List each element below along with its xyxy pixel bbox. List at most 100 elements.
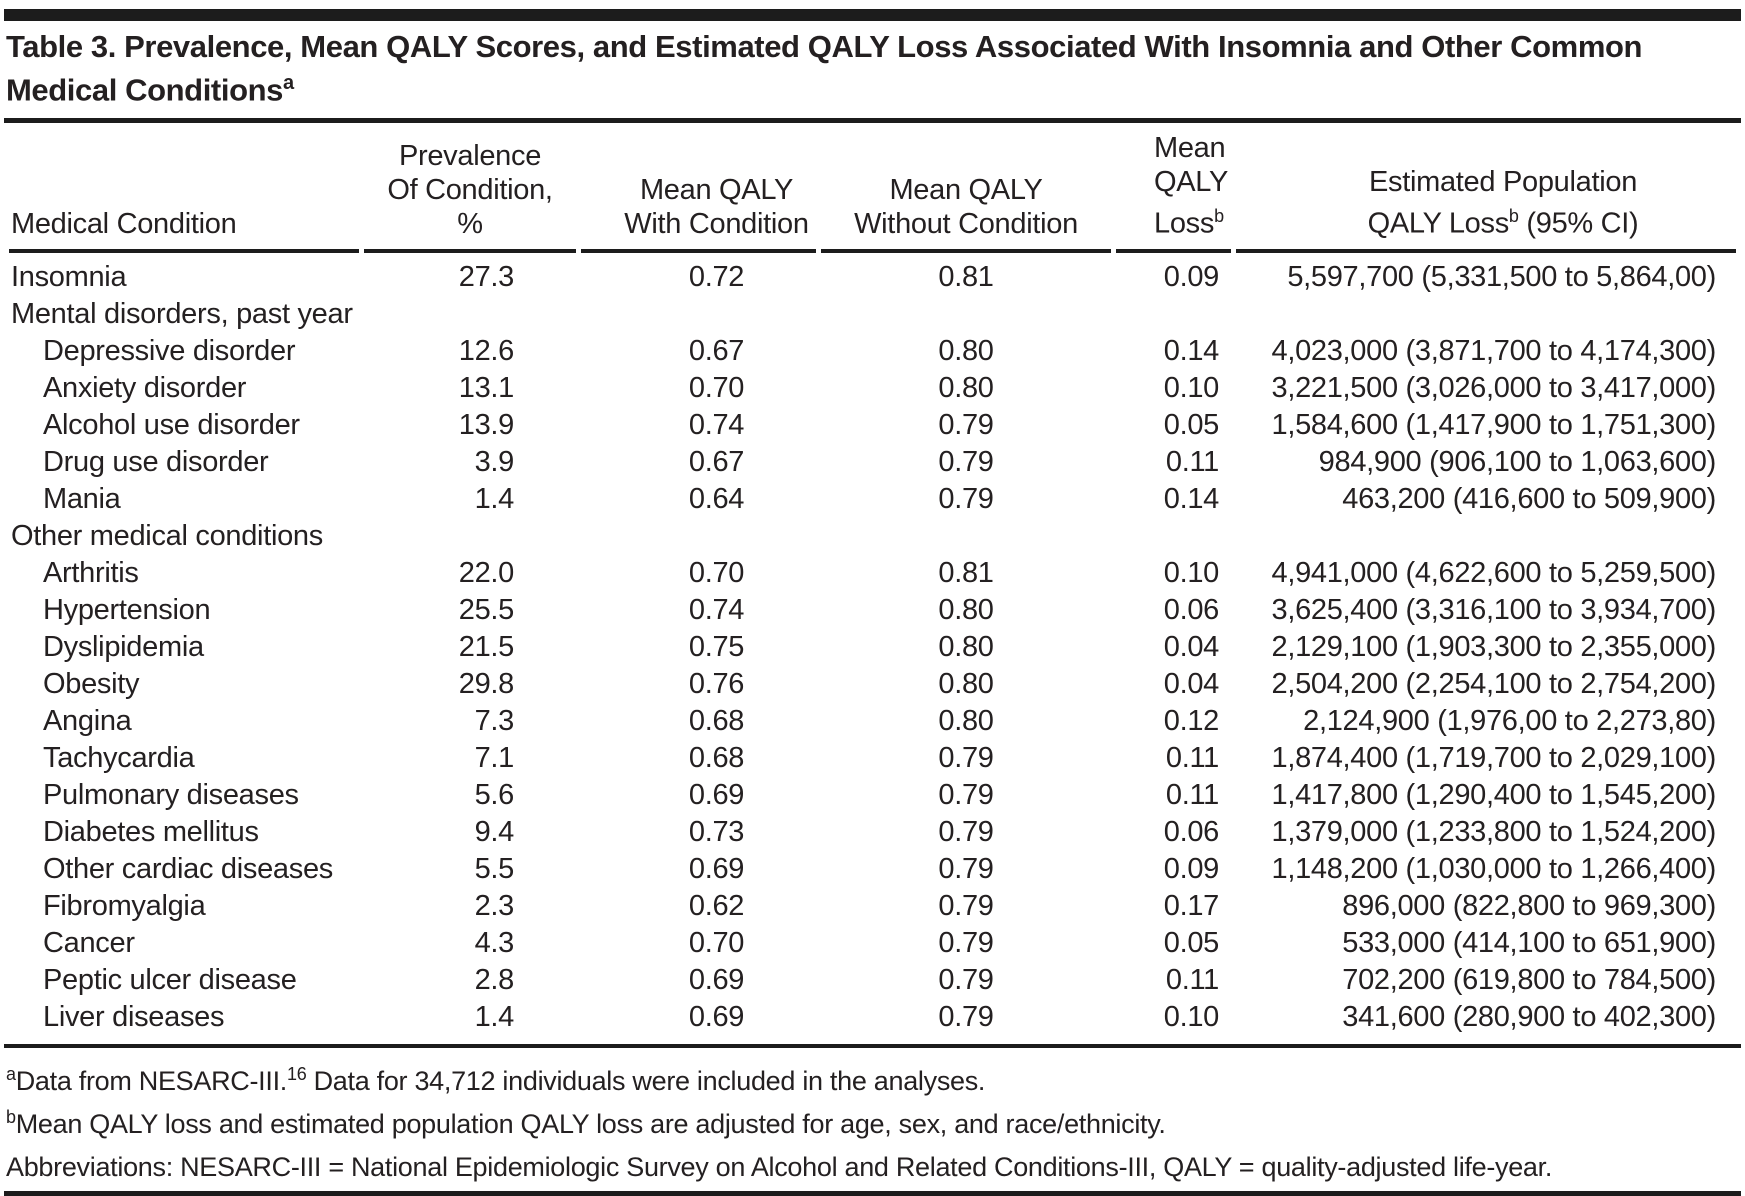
prevalence-cell: 1.4 [474,1000,515,1033]
header-line: Mean QALY [889,173,1043,206]
condition-cell: Hypertension [43,593,211,626]
header-qaly-loss: Mean QALY Lossb [1116,123,1231,253]
population-loss-cell: 1,584,600 (1,417,900 to 1,751,300) [1271,408,1716,441]
qaly-loss-cell [1116,296,1231,333]
qaly-loss-cell: 0.05 [1163,408,1220,441]
header-line: QALY [1154,166,1229,199]
qaly-with-cell: 0.69 [688,963,745,996]
qaly-with-cell: 0.72 [688,260,745,293]
qaly-loss-cell: 0.11 [1165,445,1219,478]
qaly-with-cell [581,518,816,555]
qaly-loss-cell: 0.11 [1165,741,1219,774]
qaly-with-cell: 0.69 [688,852,745,885]
qaly-with-cell: 0.70 [688,371,745,404]
qaly-loss-cell: 0.12 [1163,704,1220,737]
prevalence-cell: 1.4 [474,482,515,515]
qaly-with-cell: 0.76 [688,667,745,700]
table-row: Insomnia 27.3 0.72 0.81 0.09 5,597,700 (… [9,253,1736,296]
qaly-without-cell: 0.79 [938,741,994,774]
qaly-without-cell: 0.79 [938,408,994,441]
title-rule [4,118,1741,124]
prevalence-cell: 7.3 [474,704,515,737]
prevalence-cell: 5.6 [474,778,515,811]
qaly-without-cell: 0.79 [938,778,994,811]
header-line: % [457,207,483,240]
footnote-marker: b [1508,206,1519,227]
table-row: Dyslipidemia 21.5 0.75 0.80 0.04 2,129,1… [9,629,1736,666]
header-line-text: Loss [1154,207,1215,240]
header-line: Lossb [1154,199,1231,241]
prevalence-cell: 7.1 [474,741,515,774]
table-row: Fibromyalgia 2.3 0.62 0.79 0.17 896,000 … [9,888,1736,925]
condition-cell: Pulmonary diseases [43,778,299,811]
prevalence-cell [364,518,576,555]
header-line: Of Condition, [387,173,553,206]
condition-cell: Anxiety disorder [43,371,247,404]
qaly-with-cell: 0.69 [688,778,745,811]
qaly-with-cell: 0.70 [688,926,745,959]
footnote-marker: b [1214,206,1224,227]
population-loss-cell: 463,200 (416,600 to 509,900) [1342,482,1716,515]
qaly-without-cell: 0.79 [938,482,994,515]
population-loss-cell: 3,221,500 (3,026,000 to 3,417,000) [1271,371,1716,404]
qaly-without-cell: 0.79 [938,889,994,922]
condition-cell: Tachycardia [43,741,195,774]
qaly-without-cell: 0.80 [938,630,994,663]
condition-cell: Dyslipidemia [43,630,204,663]
condition-cell: Arthritis [43,556,139,589]
prevalence-cell: 13.1 [458,371,515,404]
table-row: Tachycardia 7.1 0.68 0.79 0.11 1,874,400… [9,740,1736,777]
population-loss-cell [1236,518,1736,555]
table-row: Anxiety disorder 13.1 0.70 0.80 0.10 3,2… [9,370,1736,407]
footnote-marker: a [6,1063,16,1084]
qaly-without-cell: 0.79 [938,1000,994,1033]
condition-cell: Cancer [43,926,135,959]
qaly-without-cell: 0.80 [938,593,994,626]
qaly-without-cell: 0.80 [938,667,994,700]
condition-cell: Liver diseases [43,1000,225,1033]
condition-cell: Peptic ulcer disease [43,963,297,996]
qaly-loss-cell: 0.06 [1163,815,1220,848]
header-line: QALY Lossb (95% CI) [1270,199,1736,241]
header-prevalence: Prevalence Of Condition, % [364,123,576,253]
condition-cell: Fibromyalgia [43,889,206,922]
prevalence-cell: 4.3 [474,926,515,959]
qaly-with-cell: 0.75 [688,630,745,663]
qaly-loss-cell: 0.05 [1163,926,1220,959]
qaly-with-cell: 0.68 [688,704,745,737]
prevalence-cell: 29.8 [458,667,515,700]
qaly-with-cell: 0.67 [688,334,745,367]
prevalence-cell [364,296,576,333]
condition-cell: Diabetes mellitus [43,815,259,848]
population-loss-cell: 984,900 (906,100 to 1,063,600) [1318,445,1717,478]
population-loss-cell: 1,417,800 (1,290,400 to 1,545,200) [1271,778,1716,811]
footnote-text: Data from NESARC-III. [15,1065,288,1096]
prevalence-cell: 3.9 [474,445,515,478]
qaly-with-cell [581,296,816,333]
table-title: Table 3. Prevalence, Mean QALY Scores, a… [6,29,1741,108]
header-line: Estimated Population [1368,166,1638,199]
qaly-without-cell: 0.79 [938,926,994,959]
table-header: Medical Condition Prevalence Of Conditio… [9,123,1736,253]
prevalence-cell: 9.4 [474,815,515,848]
qaly-table: Medical Condition Prevalence Of Conditio… [4,123,1741,1036]
qaly-loss-cell [1116,518,1231,555]
qaly-loss-cell: 0.06 [1163,593,1220,626]
footnote-reference-marker: 16 [286,1063,307,1084]
prevalence-cell: 25.5 [458,593,515,626]
qaly-with-cell: 0.74 [688,593,745,626]
prevalence-cell: 5.5 [474,852,515,885]
header-line: Without Condition [854,207,1078,240]
qaly-with-cell: 0.62 [688,889,745,922]
table-row: Pulmonary diseases 5.6 0.69 0.79 0.11 1,… [9,777,1736,814]
population-loss-cell: 5,597,700 (5,331,500 to 5,864,00) [1287,260,1716,293]
condition-cell: Mental disorders, past year [11,297,353,330]
header-line: Medical Condition [11,207,237,240]
header-population-loss: Estimated Population QALY Lossb (95% CI) [1236,123,1736,253]
population-loss-cell: 4,941,000 (4,622,600 to 5,259,500) [1271,556,1716,589]
condition-cell: Angina [43,704,132,737]
qaly-loss-cell: 0.11 [1165,778,1219,811]
table-row: Arthritis 22.0 0.70 0.81 0.10 4,941,000 … [9,555,1736,592]
table-row: Diabetes mellitus 9.4 0.73 0.79 0.06 1,3… [9,814,1736,851]
